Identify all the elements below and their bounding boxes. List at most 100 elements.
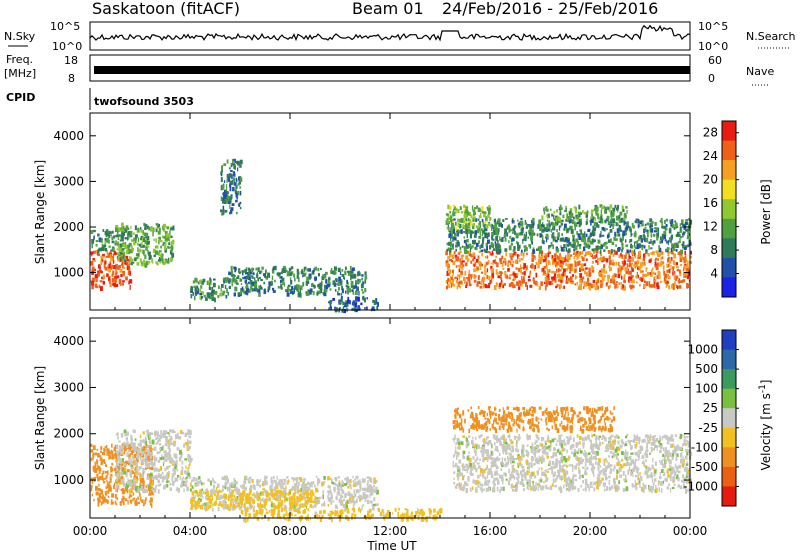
- heatmap-cell: [190, 482, 192, 487]
- heatmap-cell: [318, 514, 321, 518]
- heatmap-cell: [118, 448, 122, 453]
- heatmap-cell: [627, 225, 630, 228]
- heatmap-cell: [468, 226, 471, 229]
- heatmap-cell: [478, 240, 480, 244]
- heatmap-cell: [128, 483, 132, 487]
- heatmap-cell: [632, 285, 635, 289]
- heatmap-cell: [594, 248, 596, 252]
- heatmap-cell: [655, 257, 658, 261]
- heatmap-cell: [466, 225, 469, 229]
- heatmap-cell: [512, 227, 515, 231]
- heatmap-cell: [593, 221, 597, 227]
- heatmap-cell: [165, 437, 168, 443]
- heatmap-cell: [247, 478, 250, 481]
- heatmap-cell: [221, 488, 224, 492]
- heatmap-cell: [580, 279, 582, 283]
- heatmap-cell: [621, 248, 623, 253]
- heatmap-cell: [226, 277, 229, 282]
- heatmap-cell: [476, 229, 480, 234]
- heatmap-cell: [573, 236, 575, 241]
- heatmap-cell: [105, 486, 107, 489]
- heatmap-cell: [112, 260, 115, 264]
- heatmap-cell: [606, 234, 610, 239]
- heatmap-cell: [218, 285, 220, 289]
- heatmap-cell: [583, 246, 586, 252]
- heatmap-cell: [296, 288, 298, 291]
- heatmap-cell: [449, 279, 452, 284]
- heatmap-cell: [612, 254, 615, 257]
- heatmap-cell: [104, 266, 108, 271]
- heatmap-cell: [552, 261, 556, 265]
- heatmap-cell: [353, 273, 357, 279]
- heatmap-cell: [533, 484, 536, 489]
- heatmap-cell: [576, 231, 579, 235]
- heatmap-cell: [586, 277, 590, 282]
- heatmap-cell: [255, 509, 259, 515]
- heatmap-cell: [229, 483, 232, 489]
- heatmap-cell: [236, 492, 239, 495]
- heatmap-cell: [100, 255, 103, 259]
- heatmap-cell: [573, 216, 575, 219]
- heatmap-cell: [107, 266, 110, 272]
- heatmap-cell: [650, 252, 653, 255]
- heatmap-cell: [136, 256, 139, 260]
- heatmap-cell: [676, 286, 679, 290]
- heatmap-cell: [616, 204, 619, 210]
- heatmap-cell: [226, 200, 228, 204]
- heatmap-cell: [675, 275, 679, 279]
- heatmap-cell: [240, 485, 242, 488]
- heatmap-cell: [608, 265, 611, 269]
- beam-label: Beam 01: [352, 0, 424, 18]
- heatmap-cell: [624, 232, 627, 236]
- heatmap-cell: [491, 250, 494, 254]
- heatmap-cell: [253, 505, 256, 509]
- heatmap-cell: [583, 211, 587, 215]
- heatmap-cell: [229, 503, 233, 507]
- heatmap-cell: [539, 245, 542, 250]
- heatmap-cell: [516, 272, 519, 277]
- heatmap-cell: [492, 229, 496, 233]
- heatmap-cell: [96, 250, 99, 253]
- heatmap-cell: [258, 511, 262, 515]
- heatmap-cell: [549, 485, 553, 491]
- heatmap-cell: [272, 497, 275, 500]
- heatmap-cell: [685, 244, 688, 248]
- heatmap-cell: [550, 228, 553, 233]
- heatmap-cell: [144, 436, 147, 442]
- heatmap-cell: [476, 267, 480, 270]
- heatmap-cell: [446, 213, 449, 216]
- heatmap-cell: [272, 508, 276, 514]
- heatmap-cell: [275, 495, 279, 500]
- heatmap-cell: [638, 236, 640, 242]
- heatmap-cell: [253, 513, 255, 518]
- heatmap-cell: [277, 285, 280, 289]
- heatmap-cell: [621, 260, 625, 264]
- heatmap-cell: [454, 232, 457, 237]
- heatmap-cell: [673, 275, 676, 280]
- heatmap-cell: [583, 284, 587, 287]
- heatmap-cell: [212, 490, 215, 495]
- heatmap-cell: [373, 497, 376, 502]
- heatmap-cell: [153, 455, 156, 460]
- heatmap-cell: [142, 488, 146, 494]
- heatmap-cell: [449, 230, 452, 235]
- heatmap-cell: [155, 261, 158, 264]
- heatmap-cell: [592, 257, 594, 260]
- heatmap-cell: [536, 233, 539, 237]
- heatmap-cell: [222, 290, 226, 294]
- heatmap-cell: [595, 253, 598, 258]
- heatmap-cell: [513, 220, 515, 224]
- heatmap-cell: [224, 477, 227, 482]
- heatmap-cell: [650, 233, 653, 238]
- heatmap-cell: [279, 286, 282, 289]
- heatmap-cell: [142, 480, 145, 484]
- heatmap-cell: [158, 250, 162, 253]
- heatmap-cell: [172, 440, 175, 445]
- heatmap-cell: [276, 272, 279, 276]
- heatmap-cell: [256, 289, 260, 293]
- heatmap-cell: [125, 498, 128, 502]
- heatmap-cell: [348, 483, 352, 488]
- heatmap-cell: [132, 446, 135, 450]
- heatmap-cell: [241, 498, 245, 502]
- heatmap-cell: [254, 283, 256, 288]
